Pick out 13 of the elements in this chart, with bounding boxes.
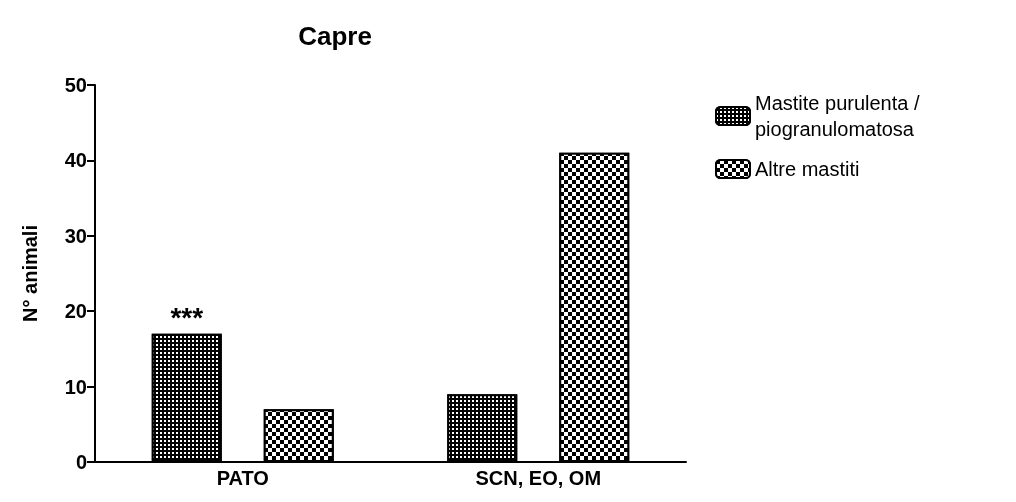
y-tick-label: 0 (75, 451, 87, 473)
data-label: *** (170, 302, 204, 334)
y-tick-label: 20 (64, 300, 87, 323)
x-tick-label: PATO (216, 467, 269, 489)
y-tick-label: 50 (64, 74, 87, 96)
chart-title: Capre (298, 21, 372, 51)
y-tick-label: 40 (64, 149, 87, 172)
legend-label: Altre mastiti (755, 158, 860, 180)
x-tick-label: SCN, EO, OM (475, 467, 602, 489)
y-tick-label: 30 (64, 224, 87, 247)
legend-label: Mastite purulenta / piogranulomatosa (755, 92, 926, 140)
y-tick-label: 10 (64, 375, 87, 398)
y-axis-title: N° animali (19, 225, 41, 322)
